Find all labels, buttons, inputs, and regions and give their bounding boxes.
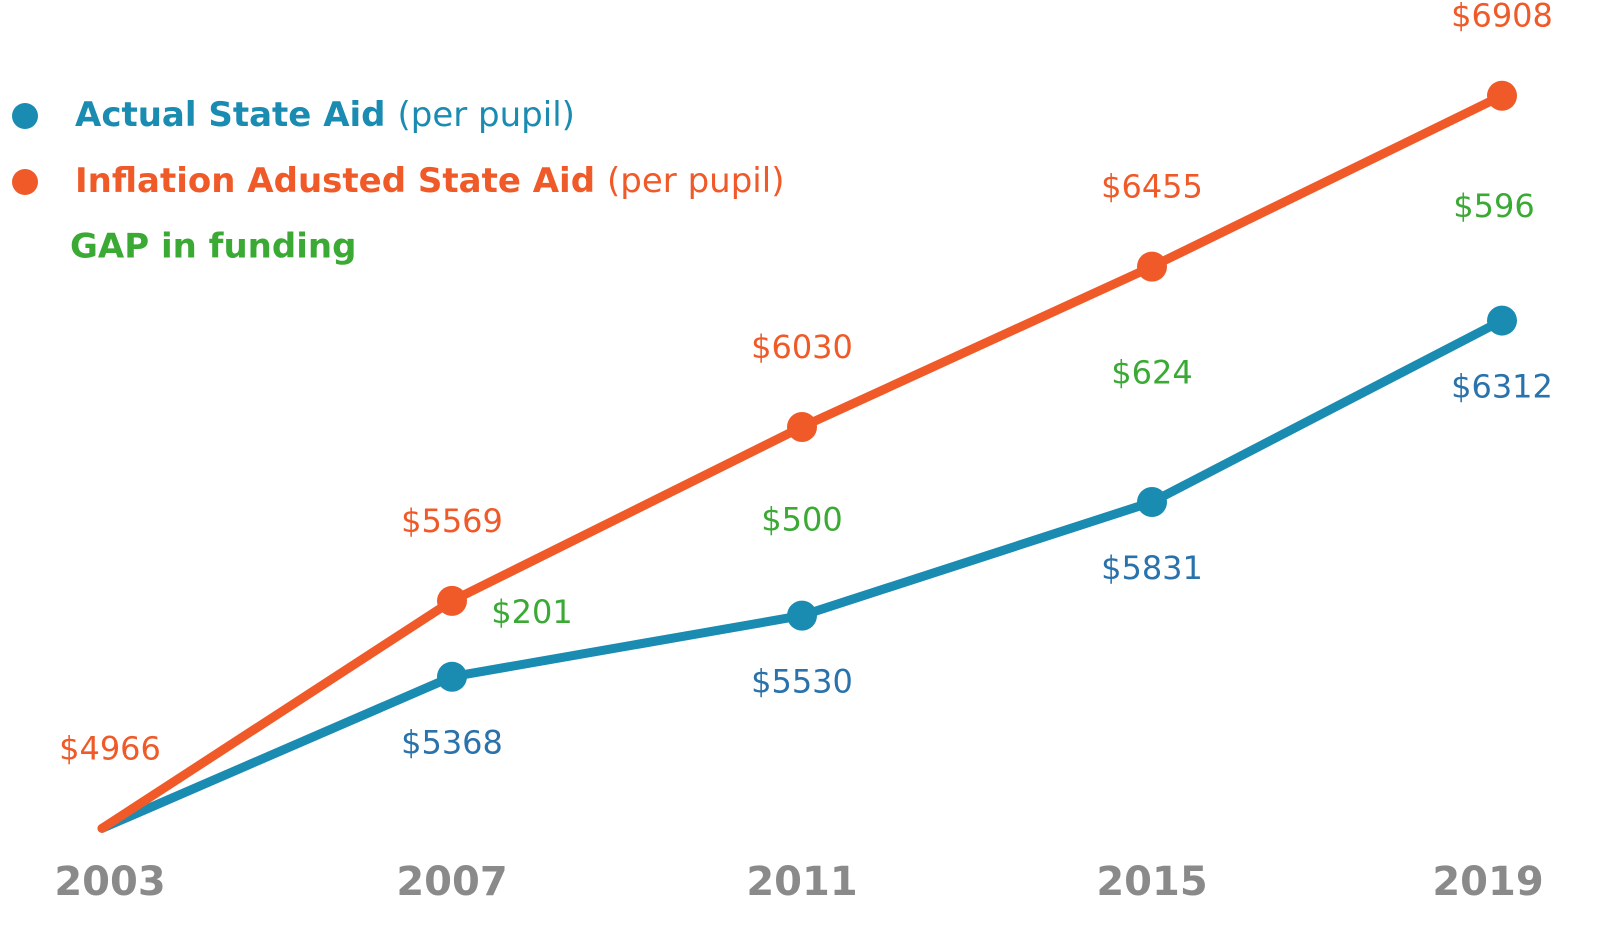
legend-gap: GAP in funding (70, 227, 356, 267)
point (1137, 487, 1167, 518)
point (437, 585, 467, 616)
value-label: $5530 (751, 663, 853, 701)
legend-entry: Actual State Aid (per pupil) (75, 95, 575, 135)
value-label: $4966 (59, 729, 161, 767)
point (1487, 305, 1517, 336)
legend-suffix: (per pupil) (398, 95, 575, 135)
legend-name: Inflation Adusted State Aid (75, 161, 595, 201)
point (1137, 251, 1167, 282)
legend-entry: Inflation Adusted State Aid (per pupil) (75, 161, 784, 201)
value-label: $6312 (1451, 368, 1553, 406)
gap-label: $201 (491, 593, 572, 631)
gap-label: $500 (761, 500, 842, 538)
point (787, 411, 817, 442)
value-label: $5569 (401, 502, 503, 540)
value-label: $5368 (401, 724, 503, 762)
value-label: $6030 (751, 328, 853, 366)
x-tick-label: 2015 (1096, 859, 1207, 905)
x-tick-label: 2019 (1432, 859, 1543, 905)
point (437, 661, 467, 692)
legend: Actual State Aid (per pupil) Inflation Ad… (12, 95, 784, 267)
point (1487, 80, 1517, 111)
legend-marker (12, 103, 38, 129)
x-tick-label: 2007 (396, 859, 507, 905)
point (787, 600, 817, 631)
gap-label: $596 (1453, 187, 1534, 225)
value-label: $6455 (1101, 168, 1203, 206)
x-tick-label: 2011 (746, 859, 857, 905)
legend-marker (12, 169, 38, 195)
series-line (97, 316, 1507, 833)
x-tick-label: 2003 (54, 859, 165, 905)
gap-label: $624 (1111, 353, 1192, 391)
value-label: $5831 (1101, 549, 1203, 587)
legend-suffix: (per pupil) (607, 161, 784, 201)
value-label: $6908 (1451, 0, 1553, 35)
legend-name: Actual State Aid (75, 95, 386, 135)
series-line (97, 91, 1507, 833)
